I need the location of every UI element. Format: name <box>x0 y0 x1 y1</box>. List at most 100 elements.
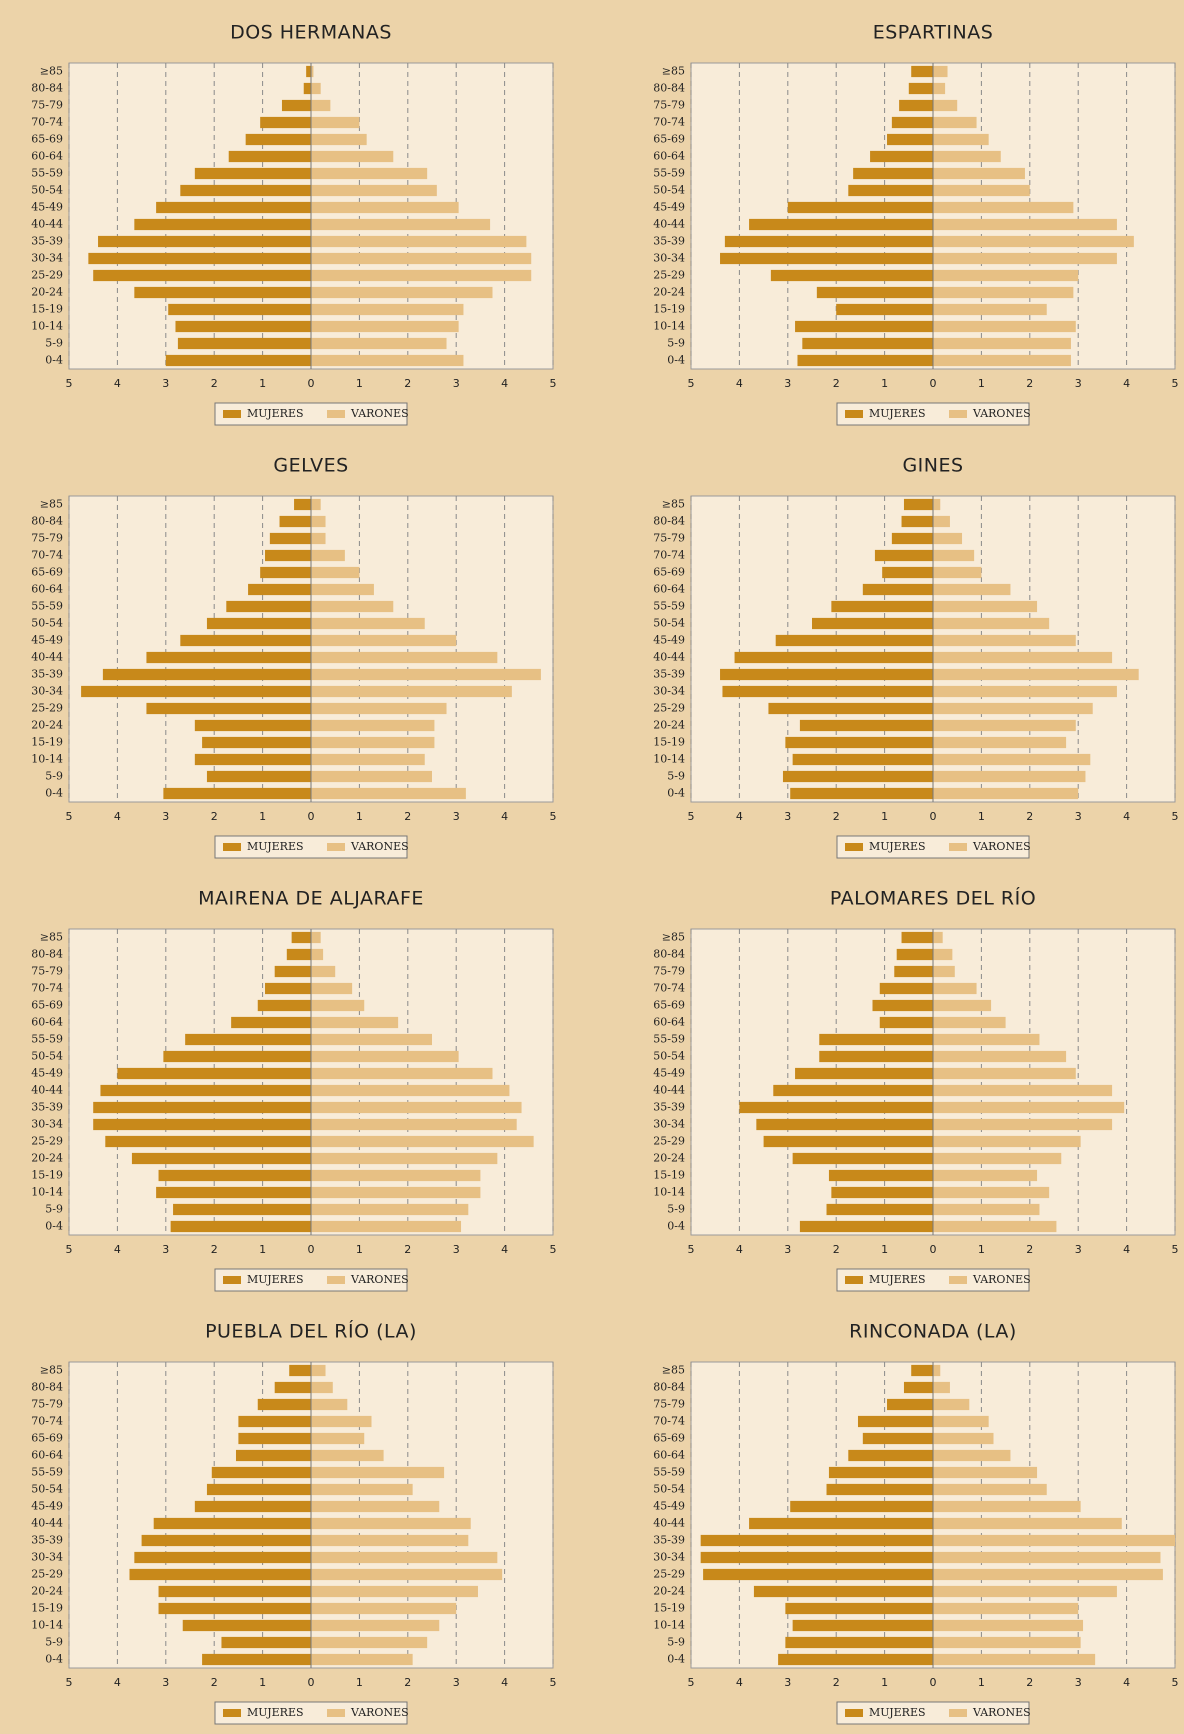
bar-right <box>933 1500 1081 1513</box>
x-tick-label: 5 <box>66 1676 73 1689</box>
category-label: 40-44 <box>31 1084 63 1097</box>
bar-left <box>185 1033 311 1046</box>
x-tick-label: 4 <box>1123 377 1130 390</box>
legend-swatch <box>949 843 967 851</box>
bar-left <box>720 252 933 265</box>
x-tick-label: 0 <box>930 1243 937 1256</box>
legend-box <box>214 1701 408 1725</box>
legend-swatch <box>327 843 345 851</box>
bar-left <box>894 965 933 978</box>
category-label: 45-49 <box>31 1500 63 1513</box>
category-label: 60-64 <box>653 150 685 163</box>
bar-right <box>933 617 1050 630</box>
legend-swatch <box>327 1709 345 1717</box>
bar-right <box>311 931 321 944</box>
bar-right <box>933 787 1079 800</box>
bar-left <box>872 999 933 1012</box>
bar-left <box>795 320 933 333</box>
x-tick-label: 3 <box>453 377 460 390</box>
bar-left <box>700 1551 933 1564</box>
bar-left <box>911 65 933 78</box>
category-label: 80-84 <box>653 82 685 95</box>
bar-right <box>311 668 541 681</box>
category-label: 60-64 <box>653 583 685 596</box>
bar-right <box>311 1067 493 1080</box>
bar-right <box>933 150 1001 163</box>
x-tick-label: 3 <box>1075 1676 1082 1689</box>
x-tick-label: 2 <box>1026 810 1033 823</box>
x-tick-label: 5 <box>1172 810 1179 823</box>
category-label: 70-74 <box>31 116 63 129</box>
bar-left <box>734 651 933 664</box>
bar-left <box>720 668 933 681</box>
bar-left <box>168 303 311 316</box>
x-tick-label: 2 <box>404 1243 411 1256</box>
bar-left <box>911 1364 933 1377</box>
bar-left <box>903 498 933 511</box>
bar-right <box>311 337 447 350</box>
category-label: 30-34 <box>653 685 685 698</box>
bar-left <box>785 736 933 749</box>
bar-left <box>787 201 933 214</box>
x-tick-label: 3 <box>1075 1243 1082 1256</box>
bar-left <box>211 1466 311 1479</box>
bar-left <box>279 515 311 528</box>
category-label: 60-64 <box>31 583 63 596</box>
bar-right <box>311 82 321 95</box>
bar-left <box>901 515 933 528</box>
bar-left <box>238 1432 311 1445</box>
category-label: 20-24 <box>31 719 63 732</box>
x-tick-label: 0 <box>308 377 315 390</box>
x-tick-label: 5 <box>1172 1243 1179 1256</box>
bar-left <box>93 269 311 282</box>
bar-right <box>311 303 464 316</box>
bar-right <box>311 617 425 630</box>
x-tick-label: 2 <box>404 810 411 823</box>
category-label: ≥85 <box>40 498 63 511</box>
legend-swatch <box>327 1276 345 1284</box>
category-label: 80-84 <box>31 82 63 95</box>
bar-left <box>819 1050 933 1063</box>
bar-left <box>165 354 311 367</box>
bar-right <box>311 1169 481 1182</box>
x-tick-label: 3 <box>784 810 791 823</box>
category-label: 10-14 <box>31 753 63 766</box>
bar-left <box>257 1398 311 1411</box>
bar-right <box>311 685 512 698</box>
bar-right <box>311 1364 326 1377</box>
bar-right <box>933 1466 1038 1479</box>
x-tick-label: 1 <box>881 1676 888 1689</box>
x-tick-label: 0 <box>308 1676 315 1689</box>
x-tick-label: 3 <box>162 810 169 823</box>
x-tick-label: 4 <box>114 1676 121 1689</box>
bar-left <box>163 787 311 800</box>
category-label: 75-79 <box>653 965 685 978</box>
legend-label: MUJERES <box>869 407 926 420</box>
x-tick-label: 4 <box>114 1243 121 1256</box>
x-tick-label: 1 <box>356 1676 363 1689</box>
bar-left <box>887 1398 933 1411</box>
bar-right <box>933 167 1025 180</box>
category-label: 70-74 <box>653 982 685 995</box>
legend-swatch <box>949 1709 967 1717</box>
bar-right <box>933 1033 1040 1046</box>
x-tick-label: 2 <box>404 377 411 390</box>
x-tick-label: 3 <box>1075 810 1082 823</box>
category-label: 25-29 <box>653 1568 685 1581</box>
bar-right <box>933 1169 1038 1182</box>
category-label: 50-54 <box>653 1483 685 1496</box>
category-label: ≥85 <box>662 65 685 78</box>
bar-right <box>311 787 466 800</box>
category-label: 55-59 <box>653 1033 685 1046</box>
bar-left <box>134 218 311 231</box>
legend-swatch <box>223 1709 241 1717</box>
bar-left <box>156 1186 311 1199</box>
bar-left <box>180 184 311 197</box>
x-tick-label: 2 <box>211 1676 218 1689</box>
bar-left <box>700 1534 933 1547</box>
bar-right <box>311 252 532 265</box>
legend-label: VARONES <box>972 407 1031 420</box>
bar-right <box>933 1636 1081 1649</box>
category-label: 40-44 <box>31 218 63 231</box>
x-tick-label: 2 <box>1026 377 1033 390</box>
